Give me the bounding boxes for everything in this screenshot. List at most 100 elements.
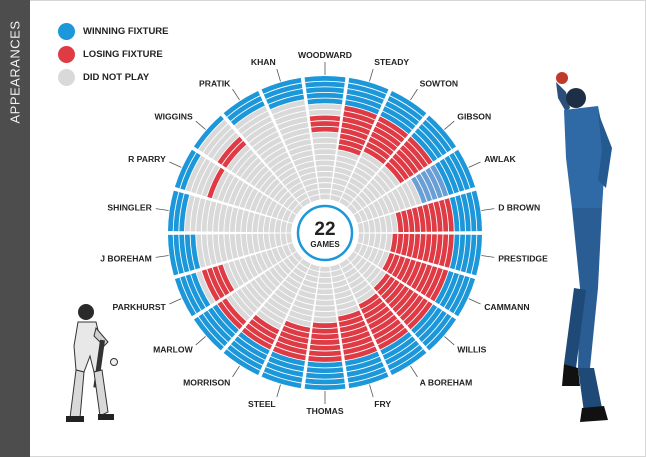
game-cell xyxy=(286,139,312,151)
game-cell xyxy=(285,177,301,190)
game-cell xyxy=(411,176,427,204)
game-cell xyxy=(396,149,419,174)
batsman-figure xyxy=(66,304,118,422)
game-cell xyxy=(291,305,313,316)
game-cell xyxy=(390,233,398,253)
game-cell xyxy=(310,121,340,127)
center-label: GAMES xyxy=(310,240,340,249)
game-cell xyxy=(347,83,387,99)
game-cell xyxy=(351,254,362,267)
game-cell xyxy=(368,219,375,233)
game-cell xyxy=(228,179,244,205)
player-label: D BROWN xyxy=(498,203,540,213)
game-cell xyxy=(344,267,358,279)
game-cell xyxy=(353,242,362,254)
game-cell xyxy=(403,298,428,326)
game-cell xyxy=(313,316,337,323)
game-cell xyxy=(373,218,381,233)
game-cell xyxy=(250,166,269,187)
game-cell xyxy=(406,208,415,232)
game-cell xyxy=(306,372,344,379)
game-cell xyxy=(358,293,380,309)
game-cell xyxy=(306,92,344,99)
game-cell xyxy=(471,190,482,232)
leader-line xyxy=(444,120,455,130)
game-cell xyxy=(339,198,350,208)
game-cell xyxy=(286,315,312,327)
game-cell xyxy=(277,116,308,130)
game-cell xyxy=(433,234,443,265)
game-cell xyxy=(377,197,389,215)
game-cell xyxy=(292,251,303,262)
game-cell xyxy=(375,323,405,345)
game-cell xyxy=(425,267,443,299)
game-cell xyxy=(222,298,247,326)
game-cell xyxy=(245,121,275,143)
game-cell xyxy=(255,194,268,214)
game-cell xyxy=(346,271,361,284)
game-cell xyxy=(358,244,368,257)
player-label: SHINGLER xyxy=(107,203,152,213)
game-cell xyxy=(241,327,273,350)
game-cell xyxy=(309,264,320,272)
game-cell xyxy=(363,206,373,220)
game-cell xyxy=(345,94,382,110)
game-cell xyxy=(460,234,471,273)
game-cell xyxy=(449,276,470,314)
game-cell xyxy=(278,191,292,206)
game-cell xyxy=(277,246,287,260)
game-cell xyxy=(332,279,348,288)
game-cell xyxy=(270,157,292,173)
game-cell xyxy=(387,254,400,275)
game-cell xyxy=(358,191,372,206)
game-cell xyxy=(341,192,354,203)
game-cell xyxy=(270,351,305,366)
leader-line xyxy=(195,120,206,130)
game-cell xyxy=(357,233,364,244)
game-cell xyxy=(428,202,437,232)
game-cell xyxy=(420,170,438,200)
game-cell xyxy=(241,210,249,233)
game-cell xyxy=(246,211,255,233)
game-cell xyxy=(340,325,368,338)
game-cell xyxy=(250,254,263,275)
game-cell xyxy=(417,234,426,261)
game-cell xyxy=(279,331,309,344)
game-cell xyxy=(428,234,437,264)
game-cell xyxy=(212,266,230,296)
player-label: FRY xyxy=(374,399,391,409)
game-cell xyxy=(420,266,438,296)
game-cell xyxy=(375,121,405,143)
game-cell xyxy=(341,331,371,344)
game-cell xyxy=(314,311,336,317)
game-cell xyxy=(264,270,281,288)
game-cell xyxy=(341,122,371,135)
center-badge: 22 GAMES xyxy=(296,204,354,262)
game-cell xyxy=(430,164,449,197)
game-cell xyxy=(316,166,334,172)
game-cell xyxy=(283,257,295,271)
leader-line xyxy=(276,68,281,82)
game-cell xyxy=(300,198,311,208)
leader-line xyxy=(232,365,240,378)
game-cell xyxy=(340,128,368,141)
game-cell xyxy=(313,143,337,150)
game-cell xyxy=(347,367,387,383)
game-cell xyxy=(213,202,222,232)
leader-line xyxy=(468,161,481,168)
game-cell xyxy=(275,219,282,233)
game-cell xyxy=(292,267,306,279)
game-cell xyxy=(319,194,331,200)
game-cell xyxy=(338,315,364,327)
game-cell xyxy=(373,319,401,340)
game-cell xyxy=(332,178,348,187)
game-cell xyxy=(347,251,358,262)
game-cell xyxy=(377,327,409,350)
game-cell xyxy=(318,183,332,189)
player-label: PARKHURST xyxy=(112,302,166,312)
game-cell xyxy=(239,185,254,209)
game-cell xyxy=(255,170,273,190)
game-cell xyxy=(444,198,454,232)
game-cell xyxy=(224,234,233,261)
game-cell xyxy=(373,126,401,147)
